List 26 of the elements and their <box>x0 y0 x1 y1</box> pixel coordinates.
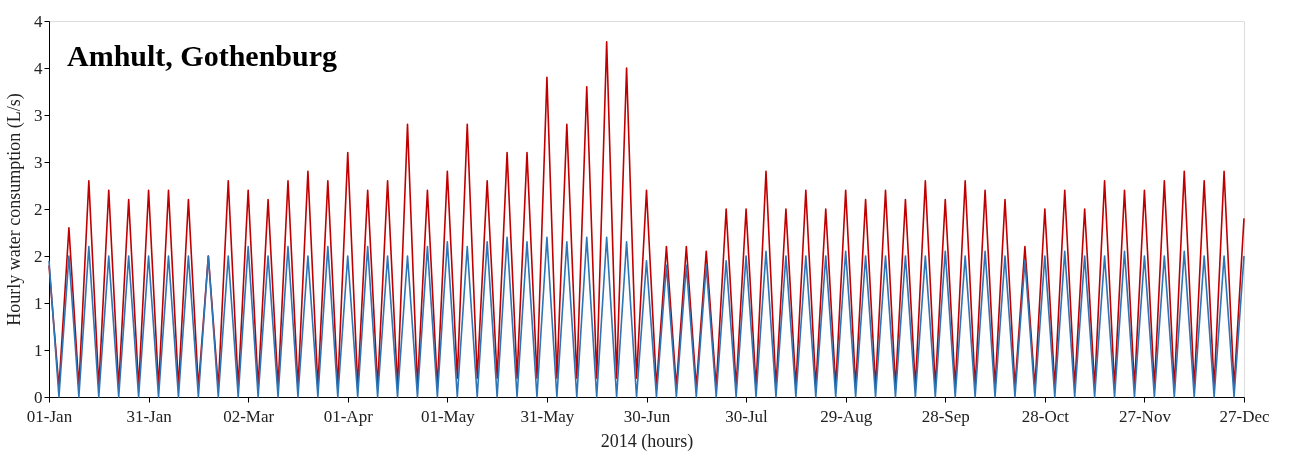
x-tick-label: 01-Jan <box>26 406 73 426</box>
x-tick-label: 30-Jul <box>725 406 769 426</box>
text: Amhult, Gothenburg <box>67 39 338 72</box>
x-tick-label: 31-Jan <box>126 406 173 426</box>
y-tick-label: 2 <box>34 199 43 219</box>
y-tick-label: 1 <box>34 293 43 313</box>
y-tick-label: 3 <box>34 105 43 125</box>
x-tick-label: 01-Apr <box>323 406 374 426</box>
x-tick-label: 28-Sep <box>921 406 970 426</box>
y-axis-title: Hourly water consumption (L/s) <box>4 93 25 326</box>
y-tick-label: 3 <box>34 152 43 172</box>
x-tick-label: 27-Nov <box>1118 406 1172 426</box>
x-tick-label: 01-May <box>420 406 476 426</box>
x-tick-label: 30-Jun <box>623 406 671 426</box>
x-tick-label: 31-May <box>520 406 575 426</box>
line-series <box>48 40 1245 389</box>
x-tick-label: 29-Aug <box>820 406 873 426</box>
x-tick-label: 28-Oct <box>1021 406 1070 426</box>
y-tick-label: 2 <box>34 246 43 266</box>
x-axis-title: 2014 (hours) <box>600 430 694 452</box>
x-tick-label: 02-Mar <box>223 406 275 426</box>
y-tick-label: 4 <box>34 11 43 31</box>
y-tick-label: 0 <box>34 387 43 407</box>
x-tick-label: 27-Dec <box>1219 406 1270 426</box>
y-tick-label: 1 <box>34 340 43 360</box>
y-tick-label: 4 <box>34 58 43 78</box>
